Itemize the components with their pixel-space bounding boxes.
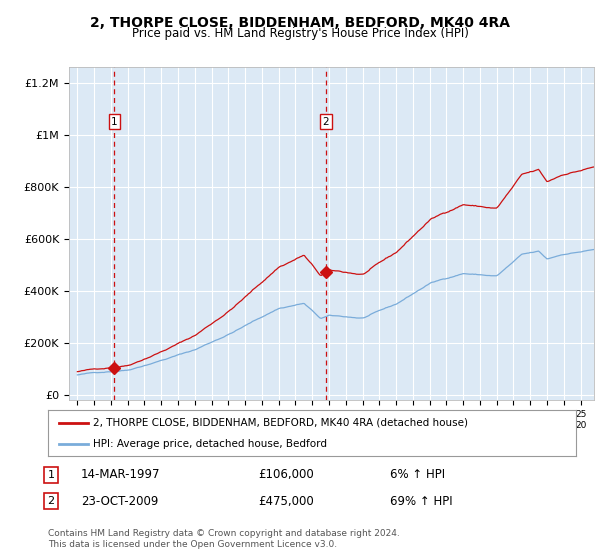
Text: 23-OCT-2009: 23-OCT-2009 xyxy=(81,494,158,508)
Text: 2: 2 xyxy=(322,117,329,127)
Text: 2, THORPE CLOSE, BIDDENHAM, BEDFORD, MK40 4RA (detached house): 2, THORPE CLOSE, BIDDENHAM, BEDFORD, MK4… xyxy=(93,418,468,428)
Text: Contains HM Land Registry data © Crown copyright and database right 2024.
This d: Contains HM Land Registry data © Crown c… xyxy=(48,529,400,549)
Text: Price paid vs. HM Land Registry's House Price Index (HPI): Price paid vs. HM Land Registry's House … xyxy=(131,27,469,40)
Text: 1: 1 xyxy=(47,470,55,480)
Text: £106,000: £106,000 xyxy=(258,468,314,482)
Text: 6% ↑ HPI: 6% ↑ HPI xyxy=(390,468,445,482)
Text: 69% ↑ HPI: 69% ↑ HPI xyxy=(390,494,452,508)
Text: 2: 2 xyxy=(47,496,55,506)
Text: 1: 1 xyxy=(111,117,118,127)
Text: 14-MAR-1997: 14-MAR-1997 xyxy=(81,468,161,482)
Text: 2, THORPE CLOSE, BIDDENHAM, BEDFORD, MK40 4RA: 2, THORPE CLOSE, BIDDENHAM, BEDFORD, MK4… xyxy=(90,16,510,30)
Text: HPI: Average price, detached house, Bedford: HPI: Average price, detached house, Bedf… xyxy=(93,439,327,449)
Text: £475,000: £475,000 xyxy=(258,494,314,508)
